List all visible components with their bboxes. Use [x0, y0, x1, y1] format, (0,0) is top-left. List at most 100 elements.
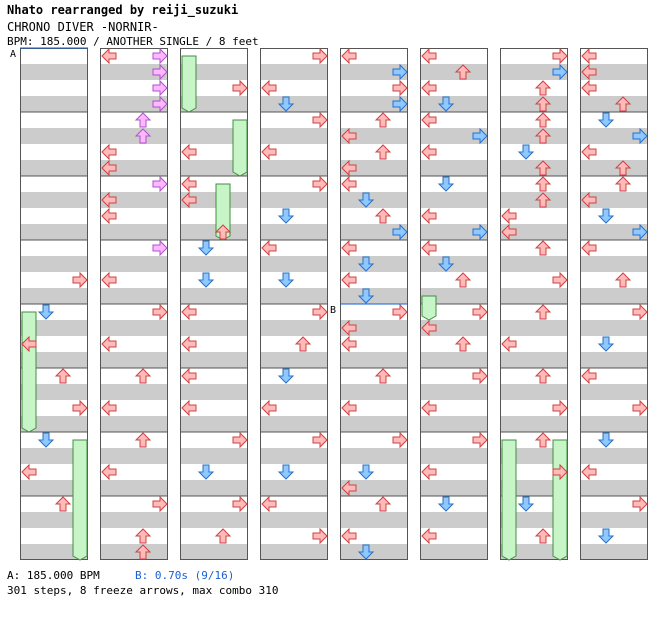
beat-band [340, 448, 408, 464]
beat-band [580, 416, 648, 432]
beat-band [340, 416, 408, 432]
beat-band [580, 64, 648, 80]
beat-band [420, 448, 488, 464]
step-arrow-down [277, 368, 295, 384]
step-arrow-up [134, 528, 152, 544]
beat-band [500, 544, 568, 560]
step-arrow-up [534, 528, 552, 544]
step-arrow-up [134, 128, 152, 144]
step-arrow-left [181, 367, 197, 385]
step-arrow-left [341, 479, 357, 497]
beat-band [420, 64, 488, 80]
step-arrow-up [534, 368, 552, 384]
step-arrow-up [534, 96, 552, 112]
beat-band [20, 256, 88, 272]
beat-band [420, 512, 488, 528]
step-arrow-right [392, 431, 408, 449]
chart-column-8 [580, 48, 648, 560]
beat-band [180, 224, 248, 240]
step-arrow-up [534, 80, 552, 96]
beat-band [100, 512, 168, 528]
beat-band [500, 384, 568, 400]
beat-band [20, 544, 88, 560]
step-arrow-left [261, 495, 277, 513]
step-arrow-down [597, 112, 615, 128]
step-arrow-left [341, 335, 357, 353]
step-arrow-right [152, 63, 168, 81]
beat-band [100, 320, 168, 336]
step-arrow-right [152, 239, 168, 257]
step-arrow-up [374, 112, 392, 128]
beat-band [340, 64, 408, 80]
step-arrow-down [277, 272, 295, 288]
beat-band [580, 128, 648, 144]
beat-band [100, 480, 168, 496]
step-arrow-up [534, 176, 552, 192]
step-arrow-up [294, 336, 312, 352]
beat-band [100, 384, 168, 400]
beat-band [420, 320, 488, 336]
step-arrow-right [152, 303, 168, 321]
step-arrow-left [581, 191, 597, 209]
beat-band [420, 288, 488, 304]
beat-band [340, 96, 408, 112]
beat-band [260, 224, 328, 240]
beat-band [20, 320, 88, 336]
step-arrow-right [232, 79, 248, 97]
step-arrow-right [632, 223, 648, 241]
step-arrow-left [101, 271, 117, 289]
chart-column-2 [100, 48, 168, 560]
beat-band [180, 64, 248, 80]
beat-band [340, 384, 408, 400]
step-arrow-up [534, 192, 552, 208]
step-arrow-down [357, 192, 375, 208]
step-arrow-right [152, 47, 168, 65]
step-arrow-right [392, 95, 408, 113]
step-arrow-left [181, 399, 197, 417]
step-arrow-right [232, 431, 248, 449]
beat-band [580, 256, 648, 272]
step-arrow-left [181, 175, 197, 193]
step-arrow-left [341, 159, 357, 177]
beat-band [500, 416, 568, 432]
beat-band [580, 544, 648, 560]
step-arrow-up [614, 96, 632, 112]
song-title: CHRONO DIVER -NORNIR- [7, 20, 159, 34]
step-arrow-right [552, 271, 568, 289]
step-arrow-left [421, 463, 437, 481]
beat-band [180, 544, 248, 560]
step-arrow-right [472, 127, 488, 145]
chart-column-3 [180, 48, 248, 560]
step-arrow-left [101, 335, 117, 353]
step-arrow-left [581, 79, 597, 97]
beat-band [100, 160, 168, 176]
beat-band [580, 384, 648, 400]
beat-band [340, 288, 408, 304]
beat-band [20, 480, 88, 496]
step-arrow-left [341, 271, 357, 289]
beat-band [580, 512, 648, 528]
beat-band [20, 224, 88, 240]
step-arrow-up [454, 336, 472, 352]
step-arrow-left [341, 319, 357, 337]
step-arrow-left [181, 191, 197, 209]
step-arrow-down [277, 464, 295, 480]
step-arrow-down [357, 256, 375, 272]
step-arrow-left [341, 239, 357, 257]
step-arrow-right [152, 175, 168, 193]
step-arrow-right [312, 303, 328, 321]
step-arrow-down [277, 96, 295, 112]
beat-band [340, 512, 408, 528]
freeze-arrow-left [21, 311, 37, 433]
step-arrow-left [581, 239, 597, 257]
beat-band [500, 160, 568, 176]
step-arrow-down [517, 144, 535, 160]
step-arrow-left [21, 463, 37, 481]
step-arrow-left [261, 79, 277, 97]
beat-band [340, 192, 408, 208]
beat-band [180, 192, 248, 208]
step-arrow-down [597, 336, 615, 352]
beat-band [500, 480, 568, 496]
beat-band [180, 512, 248, 528]
beat-band [260, 512, 328, 528]
